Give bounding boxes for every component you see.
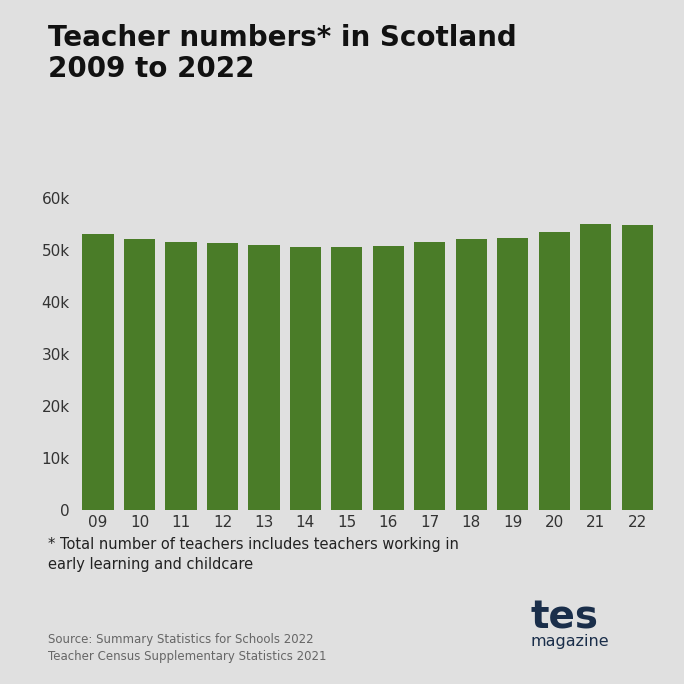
Bar [166,242,196,510]
Bar [373,246,404,510]
Bar [248,244,280,510]
Bar [83,234,114,510]
Bar [290,247,321,510]
Text: Teacher numbers* in Scotland
2009 to 2022: Teacher numbers* in Scotland 2009 to 202… [48,24,516,83]
Bar [539,232,570,510]
Bar [622,225,653,510]
Bar [331,247,363,510]
Text: magazine: magazine [530,634,609,649]
Bar [207,243,238,510]
Bar [580,224,611,510]
Text: * Total number of teachers includes teachers working in
early learning and child: * Total number of teachers includes teac… [48,537,459,572]
Text: Source: Summary Statistics for Schools 2022
Teacher Census Supplementary Statist: Source: Summary Statistics for Schools 2… [48,633,326,663]
Bar [497,238,528,510]
Bar [415,242,445,510]
Bar [456,239,487,510]
Bar [124,239,155,510]
Text: tes: tes [530,598,598,637]
